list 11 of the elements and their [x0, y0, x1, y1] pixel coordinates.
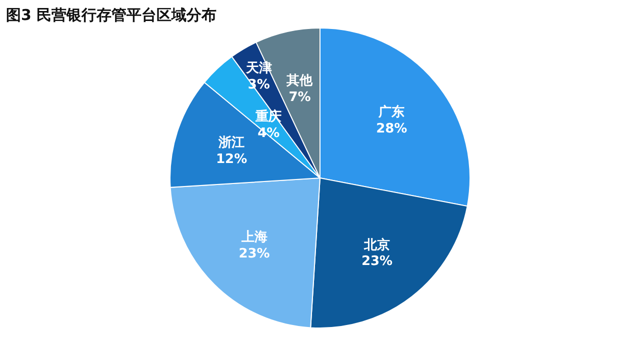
data-label: 23% [361, 254, 393, 270]
slice-label: 其他 [286, 74, 314, 89]
data-label: 7% [288, 90, 311, 105]
slice-label: 浙江 [218, 136, 245, 151]
data-label: 12% [216, 152, 248, 167]
chart-title: 图3 民营银行存管平台区域分布 [6, 6, 217, 24]
slice-label: 北京 [363, 236, 390, 253]
data-label: 28% [376, 121, 408, 136]
data-label: 23% [238, 246, 270, 262]
slice-label: 上海 [240, 230, 268, 246]
slice-label: 广东 [378, 104, 405, 120]
